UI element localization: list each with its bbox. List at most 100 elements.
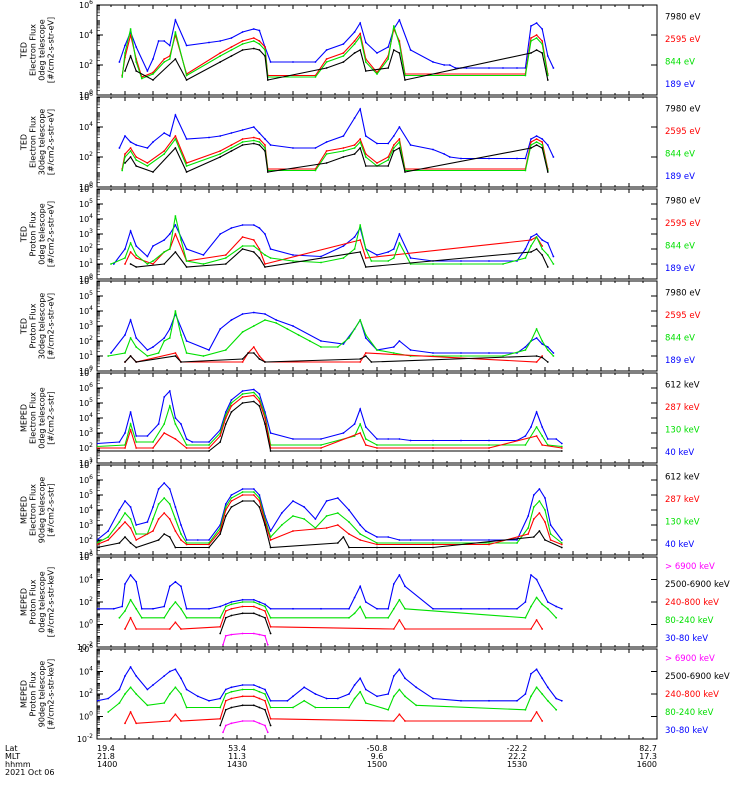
data-point	[112, 607, 115, 610]
y-tick-label: 106	[79, 551, 93, 562]
data-point	[530, 695, 532, 698]
data-point	[124, 521, 126, 523]
data-point	[541, 720, 544, 722]
data-point	[152, 79, 154, 81]
data-point	[549, 524, 552, 526]
data-point	[129, 55, 132, 57]
y-tick-label: 102	[79, 688, 93, 699]
data-point	[180, 607, 182, 610]
data-point	[280, 524, 283, 526]
data-point	[325, 515, 328, 517]
data-point	[376, 444, 378, 446]
data-point	[124, 44, 126, 47]
data-point	[191, 441, 194, 443]
data-point	[230, 37, 233, 39]
data-point	[530, 40, 532, 42]
data-point	[376, 536, 378, 538]
data-point	[174, 58, 177, 60]
data-point	[541, 248, 544, 250]
y-tick-base: 10	[79, 230, 89, 239]
legend-entry: 189 eV	[665, 172, 695, 182]
data-point	[252, 400, 255, 403]
data-point	[129, 527, 132, 529]
data-point	[516, 157, 518, 160]
data-point	[535, 355, 538, 357]
data-point	[376, 447, 378, 449]
data-point	[230, 706, 233, 709]
y-tick-label: 100	[79, 619, 93, 630]
data-point	[359, 319, 362, 321]
data-point	[348, 533, 350, 535]
data-point	[129, 147, 132, 149]
data-point	[180, 693, 182, 695]
y-axis-label-line: 90deg telescope	[38, 661, 47, 728]
data-point	[359, 432, 362, 434]
y-tick-base: 10	[79, 459, 89, 468]
legend-entry: 80-240 keV	[665, 616, 714, 626]
y-tick-label: 101	[79, 258, 93, 269]
data-point	[549, 533, 552, 535]
data-point	[152, 141, 154, 143]
data-point	[124, 361, 126, 363]
y-tick-exponent: 3	[89, 519, 93, 526]
data-point	[219, 61, 222, 63]
data-point	[230, 506, 233, 508]
y-axis-label-line: [#/cm2-s-str-eV]	[47, 17, 56, 83]
data-point	[541, 426, 544, 428]
data-point	[364, 156, 367, 158]
data-point	[530, 628, 532, 630]
data-point	[118, 616, 121, 619]
y-axis-label-line: MEPED	[20, 404, 29, 432]
data-point	[208, 539, 210, 541]
data-point	[264, 634, 266, 637]
y-tick-exponent: 5	[89, 290, 93, 297]
data-point	[269, 724, 272, 727]
data-point	[465, 67, 468, 69]
data-point	[252, 612, 255, 615]
y-tick-label: 102	[79, 442, 93, 453]
data-point	[163, 533, 166, 535]
data-point	[124, 257, 126, 259]
data-point	[107, 355, 110, 357]
series-line	[97, 391, 562, 448]
y-tick-exponent: 4	[89, 121, 93, 128]
data-point	[129, 411, 132, 413]
y-axis-label-line: Electron Flux	[29, 392, 38, 444]
data-point	[292, 438, 294, 440]
data-point	[392, 25, 395, 27]
data-point	[325, 697, 328, 700]
series-line	[97, 665, 563, 702]
data-point	[292, 530, 294, 532]
data-point	[129, 506, 132, 508]
data-point	[342, 432, 345, 434]
data-point	[359, 138, 362, 140]
data-point	[364, 426, 367, 428]
data-point	[546, 79, 549, 81]
data-point	[146, 70, 149, 72]
data-point	[208, 136, 210, 139]
data-point	[546, 601, 549, 603]
data-point	[292, 515, 294, 517]
data-point	[252, 391, 255, 394]
data-point	[241, 612, 244, 615]
data-point	[258, 614, 261, 617]
data-point	[264, 46, 266, 48]
data-point	[129, 337, 132, 339]
data-point	[202, 263, 205, 265]
data-point	[535, 233, 538, 235]
data-point	[135, 524, 138, 526]
data-point	[443, 153, 446, 155]
data-point	[258, 141, 261, 143]
footer-mlt-value: 21.8	[97, 752, 115, 761]
data-point	[174, 352, 177, 354]
y-tick-label: 102	[79, 59, 93, 70]
data-point	[387, 46, 390, 48]
y-tick-base: 10	[79, 277, 89, 286]
data-point	[230, 497, 233, 499]
y-tick-exponent: 5	[89, 198, 93, 205]
y-tick-label: 102	[79, 335, 93, 346]
data-point	[118, 509, 121, 511]
data-point	[409, 263, 412, 265]
data-point	[180, 524, 182, 526]
